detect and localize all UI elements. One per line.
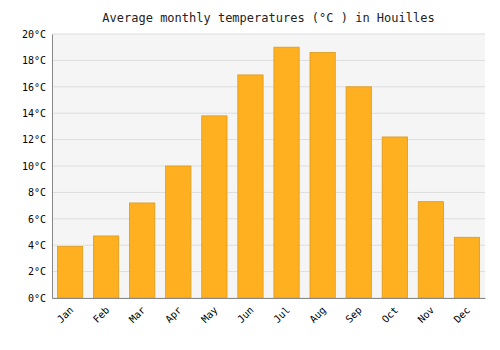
y-tick: 8°C bbox=[28, 187, 52, 198]
y-tick: 14°C bbox=[22, 108, 52, 119]
x-tick-label: May bbox=[199, 304, 220, 325]
y-tick-label: 4°C bbox=[28, 240, 46, 251]
x-tick-label: Jul bbox=[271, 304, 292, 325]
bar bbox=[310, 52, 335, 298]
bar bbox=[238, 75, 263, 298]
x-tick: Apr bbox=[163, 298, 184, 325]
bar bbox=[418, 202, 443, 298]
bar bbox=[274, 47, 299, 298]
x-tick: Feb bbox=[91, 298, 112, 325]
y-tick: 16°C bbox=[22, 82, 52, 93]
title: Average monthly temperatures (°C ) in Ho… bbox=[102, 11, 434, 25]
x-tick-label: Mar bbox=[127, 304, 148, 325]
x-axis-line bbox=[53, 298, 486, 299]
x-tick: Nov bbox=[416, 298, 437, 325]
plot: 0°C 2°C 4°C 6°C 8°C 10°C 12°C 14°C 16°C 18°C 20°C J… bbox=[22, 29, 486, 325]
y-tick: 20°C bbox=[22, 29, 52, 40]
bar bbox=[93, 236, 118, 298]
plot-background bbox=[52, 34, 485, 298]
y-tick-label: 10°C bbox=[22, 161, 46, 172]
y-tick-label: 16°C bbox=[22, 82, 46, 93]
bar bbox=[166, 166, 191, 298]
x-tick: Dec bbox=[452, 298, 473, 325]
x-tick-label: Jun bbox=[235, 304, 256, 325]
x-tick-label: Nov bbox=[416, 304, 437, 325]
x-tick: Sep bbox=[343, 298, 364, 325]
y-tick-label: 6°C bbox=[28, 214, 46, 225]
bar bbox=[454, 237, 479, 298]
y-tick: 4°C bbox=[28, 240, 52, 251]
y-tick-label: 8°C bbox=[28, 187, 46, 198]
y-tick-label: 20°C bbox=[22, 29, 46, 40]
y-tick: 10°C bbox=[22, 161, 52, 172]
y-tick-label: 14°C bbox=[22, 108, 46, 119]
x-tick-label: Oct bbox=[380, 304, 401, 325]
grid-line bbox=[52, 166, 485, 167]
x-tick: May bbox=[199, 298, 220, 325]
x-tick-label: Sep bbox=[343, 304, 364, 325]
y-tick: 0°C bbox=[28, 293, 52, 304]
grid-line bbox=[52, 192, 485, 193]
x-tick: Jan bbox=[55, 298, 76, 325]
y-tick-label: 12°C bbox=[22, 134, 46, 145]
y-tick: 18°C bbox=[22, 55, 52, 66]
x-tick: Jun bbox=[235, 298, 256, 325]
grid-line bbox=[52, 139, 485, 140]
y-axis: 0°C 2°C 4°C 6°C 8°C 10°C 12°C 14°C 16°C 18°C 20°C bbox=[22, 29, 53, 304]
grid-line bbox=[52, 86, 485, 87]
y-tick: 6°C bbox=[28, 214, 52, 225]
bar bbox=[57, 247, 82, 298]
bar bbox=[382, 137, 407, 298]
bar bbox=[346, 87, 371, 298]
grid-line bbox=[52, 34, 485, 35]
bar bbox=[130, 203, 155, 298]
y-tick: 12°C bbox=[22, 134, 52, 145]
x-tick-label: Feb bbox=[91, 304, 112, 325]
chart: 0°C 2°C 4°C 6°C 8°C 10°C 12°C 14°C 16°C 18°C 20°C J… bbox=[0, 0, 500, 350]
y-tick-label: 18°C bbox=[22, 55, 46, 66]
x-tick: Oct bbox=[380, 298, 401, 325]
grid-line bbox=[52, 60, 485, 61]
y-axis-line bbox=[52, 35, 53, 299]
grid-line bbox=[52, 113, 485, 114]
x-tick: Aug bbox=[307, 298, 328, 325]
grid bbox=[52, 34, 485, 298]
bars bbox=[57, 47, 479, 298]
y-tick: 2°C bbox=[28, 266, 52, 277]
x-tick: Jul bbox=[271, 298, 292, 325]
y-tick-label: 2°C bbox=[28, 266, 46, 277]
x-axis: Jan Feb Mar Apr May Jun Jul Aug Sep Oct Nov Dec bbox=[53, 298, 486, 325]
x-tick-label: Jan bbox=[55, 304, 76, 325]
y-tick-label: 0°C bbox=[28, 293, 46, 304]
x-tick: Mar bbox=[127, 298, 148, 325]
x-tick-label: Dec bbox=[452, 304, 473, 325]
bar bbox=[202, 116, 227, 298]
x-tick-label: Apr bbox=[163, 304, 184, 325]
x-tick-label: Aug bbox=[307, 304, 328, 325]
